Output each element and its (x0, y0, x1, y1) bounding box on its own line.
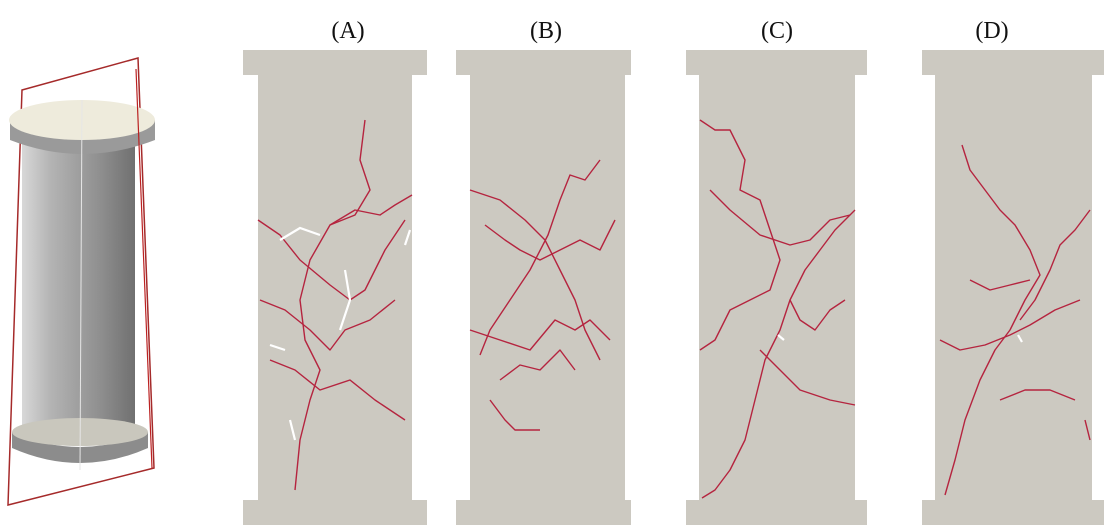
panel-label: (B) (530, 18, 562, 44)
panel-label: (D) (975, 18, 1008, 44)
panel-b (456, 50, 631, 525)
panel-label: (C) (761, 18, 793, 44)
page: (A) (B) (C) (D) (() => (0, 0, 1104, 525)
panel-a (243, 50, 427, 525)
panel-d (922, 50, 1104, 525)
panel-label: (A) (331, 18, 364, 44)
panel-c (686, 50, 867, 525)
cylinder-model (8, 58, 155, 505)
figure: (A) (B) (C) (D) (0, 0, 1104, 525)
